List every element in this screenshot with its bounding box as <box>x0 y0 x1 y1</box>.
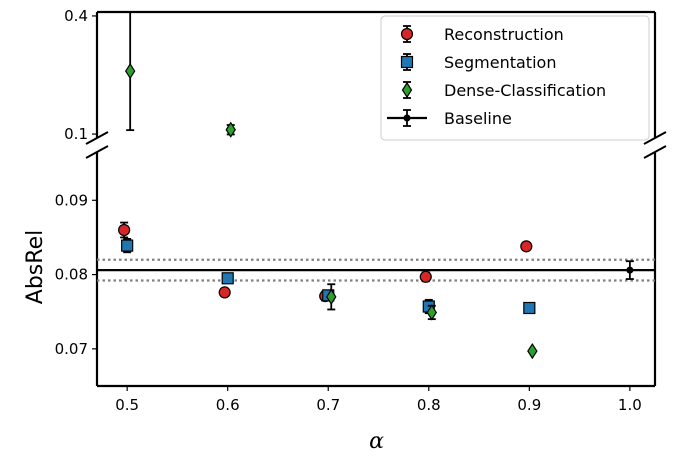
x-tick-label: 0.9 <box>517 396 541 414</box>
dense-classification-point <box>225 121 236 138</box>
baseline-point <box>626 266 634 274</box>
x-tick-label: 0.8 <box>417 396 441 414</box>
lower-y-tick-label: 0.07 <box>55 340 88 358</box>
reconstruction-point <box>419 270 432 283</box>
x-tick-label: 1.0 <box>618 396 642 414</box>
axis-break-mark <box>85 131 109 145</box>
legend-marker <box>400 55 414 69</box>
x-tick-label: 0.6 <box>216 396 240 414</box>
legend-marker <box>403 114 411 122</box>
lower-y-tick-label: 0.08 <box>55 266 88 284</box>
x-axis-title: α <box>369 429 384 454</box>
reconstruction-point <box>520 240 533 253</box>
legend-label: Dense-Classification <box>444 81 606 100</box>
upper-y-tick-label: 0.4 <box>64 7 88 25</box>
segmentation-point <box>523 301 536 315</box>
reconstruction-point <box>118 223 131 237</box>
segmentation-point <box>221 272 234 285</box>
legend-marker <box>400 27 414 41</box>
upper-y-tick-label: 0.1 <box>64 125 88 143</box>
legend-marker <box>401 81 413 99</box>
dense-classification-point <box>124 62 136 80</box>
legend-label: Baseline <box>444 109 512 128</box>
legend-box <box>380 15 650 141</box>
reconstruction-point <box>218 286 231 299</box>
axis-break-mark <box>643 145 667 159</box>
x-tick-label: 0.7 <box>316 396 340 414</box>
axis-break-mark <box>643 131 667 145</box>
dense-classification-point <box>326 288 337 305</box>
lower-panel <box>85 145 667 391</box>
upper-panel <box>85 10 667 145</box>
dense-classification-point <box>426 304 438 321</box>
legend-label: Segmentation <box>444 53 556 72</box>
legend: Reconstruction Segmentation Dense-Classifi… <box>380 15 650 141</box>
y-axis-title: AbsRel <box>23 230 48 304</box>
lower-y-tick-label: 0.09 <box>55 191 88 209</box>
legend-label: Reconstruction <box>444 25 564 44</box>
x-tick-label: 0.5 <box>115 396 139 414</box>
segmentation-point <box>121 239 134 252</box>
axes-text: 0.4 0.1 0.09 0.08 0.07 0.5 0.6 0.7 0.8 0.9 1.0 α Abs… <box>23 7 642 454</box>
axis-break-mark <box>85 145 109 159</box>
dense-classification-point <box>527 342 538 360</box>
